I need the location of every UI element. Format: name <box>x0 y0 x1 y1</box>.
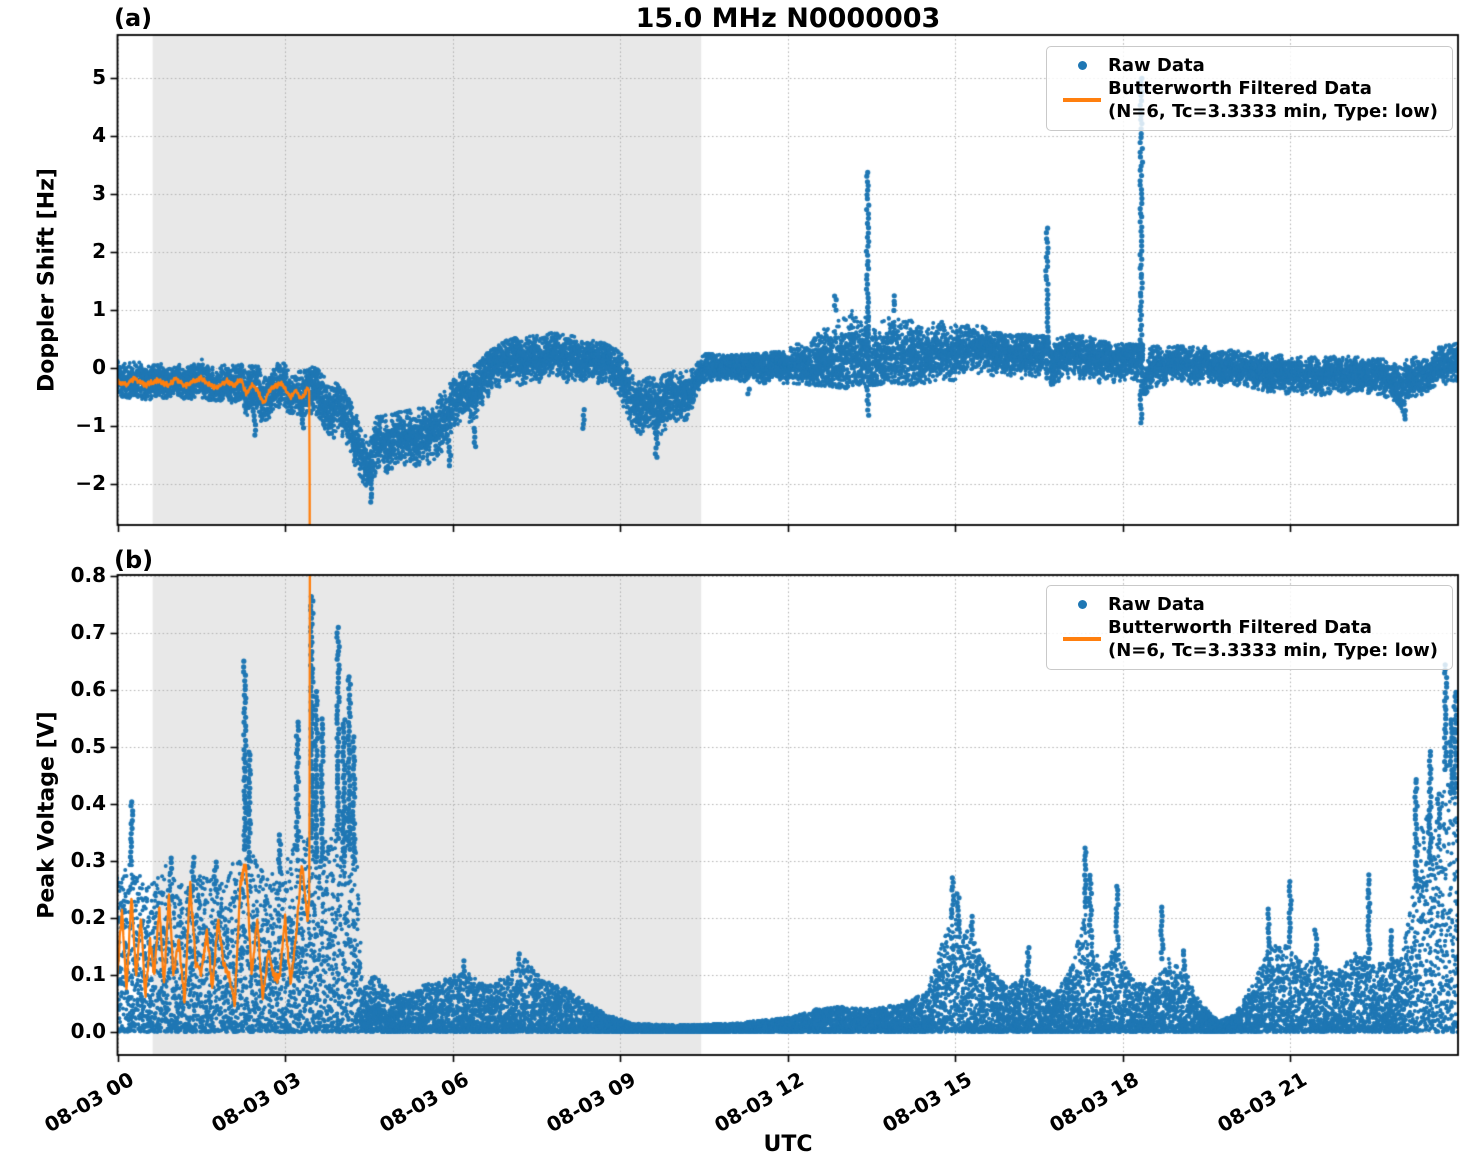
y-tick-label: 0.1 <box>70 962 106 986</box>
raw-data-dot-icon-glyph <box>1077 600 1087 610</box>
raw-data-dot-icon-glyph <box>1077 61 1087 71</box>
y-tick-label: 0 <box>92 354 106 379</box>
y-tick-label: 4 <box>92 122 106 147</box>
filtered-line-icon <box>1056 98 1108 102</box>
filtered-line-icon-glyph <box>1063 637 1101 641</box>
legend-entry-filtered: Butterworth Filtered Data (N=6, Tc=3.333… <box>1056 616 1442 662</box>
x-axis-label: UTC <box>763 1132 813 1157</box>
panel-b-label: (b) <box>114 546 154 574</box>
legend-entry-raw: Raw Data <box>1056 593 1442 616</box>
filtered-line-icon-glyph <box>1063 98 1101 102</box>
legend-panel-a: Raw Data Butterworth Filtered Data (N=6,… <box>1046 46 1453 132</box>
panel-a-label: (a) <box>114 4 153 32</box>
legend-filtered-label: Butterworth Filtered Data (N=6, Tc=3.333… <box>1108 616 1438 662</box>
legend-filtered-label-line1: Butterworth Filtered Data <box>1108 78 1372 100</box>
y-tick-label: 0.7 <box>70 620 106 645</box>
y-tick-label: 3 <box>92 180 106 205</box>
legend-filtered-label-line1: Butterworth Filtered Data <box>1108 617 1372 639</box>
legend-filtered-label-line2: (N=6, Tc=3.3333 min, Type: low) <box>1108 640 1439 662</box>
y-tick-label: 0.0 <box>70 1018 106 1043</box>
y-tick-label: 0.4 <box>70 791 106 816</box>
raw-data-dot-icon <box>1056 600 1108 610</box>
y-tick-label: −1 <box>75 412 106 437</box>
y-tick-label: 0.6 <box>70 677 106 702</box>
legend-entry-filtered: Butterworth Filtered Data (N=6, Tc=3.333… <box>1056 77 1442 123</box>
y-tick-label: −2 <box>75 470 106 495</box>
chart-title: 15.0 MHz N0000003 <box>635 3 941 34</box>
y-tick-label: 0.3 <box>70 848 106 873</box>
filtered-line-icon <box>1056 637 1108 641</box>
legend-raw-label: Raw Data <box>1108 55 1205 76</box>
y-tick-label: 0.8 <box>70 563 106 588</box>
y-tick-label: 1 <box>92 296 106 321</box>
y-tick-label: 0.5 <box>70 734 106 759</box>
raw-data-dot-icon <box>1056 61 1108 71</box>
y-tick-label: 2 <box>92 238 106 263</box>
legend-raw-label: Raw Data <box>1108 594 1205 615</box>
y-tick-label: 5 <box>92 64 106 89</box>
legend-filtered-label-line2: (N=6, Tc=3.3333 min, Type: low) <box>1108 101 1439 123</box>
legend-filtered-label: Butterworth Filtered Data (N=6, Tc=3.333… <box>1108 77 1438 123</box>
legend-panel-b: Raw Data Butterworth Filtered Data (N=6,… <box>1046 585 1453 671</box>
legend-entry-raw: Raw Data <box>1056 54 1442 77</box>
y-tick-label: 0.2 <box>70 905 106 930</box>
